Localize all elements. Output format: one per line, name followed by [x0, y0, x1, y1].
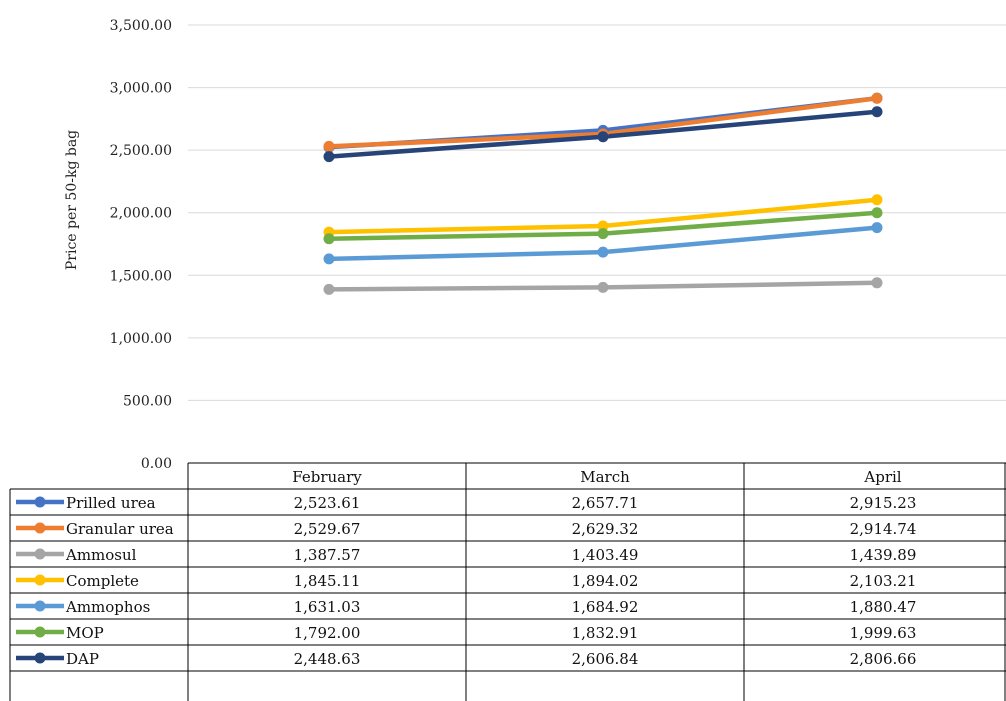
table-cell-value: 2,523.61 [294, 494, 361, 512]
series-name: Ammosul [65, 546, 137, 564]
legend-swatch-marker [34, 574, 46, 586]
y-tick-label: 0.00 [141, 456, 172, 472]
table-cell-value: 2,629.32 [572, 520, 639, 538]
data-point [871, 207, 883, 219]
table-cell-value: 1,880.47 [850, 598, 917, 616]
data-table: February March April Prilled urea 2,523.61 2,… [9, 462, 1006, 701]
x-category-label: March [580, 468, 630, 486]
y-tick-label: 2,000.00 [110, 206, 172, 222]
data-point [597, 281, 609, 293]
data-point [871, 277, 883, 289]
gridlines [188, 24, 1006, 401]
series-name: Prilled urea [66, 494, 156, 512]
y-tick-label: 1,500.00 [110, 268, 172, 284]
table-cell-value: 1,832.91 [572, 624, 639, 642]
table-cell-value: 2,529.67 [294, 520, 361, 538]
data-point [871, 194, 883, 206]
y-tick-label: 500.00 [123, 393, 172, 409]
data-point [597, 220, 609, 232]
x-category-label: February [292, 468, 362, 486]
y-axis-label: Price per 50-kg bag [64, 130, 80, 270]
series-points [323, 92, 883, 295]
legend-swatch-marker [34, 626, 46, 638]
y-axis-ticks: 0.00 500.00 1,000.00 1,500.00 2,000.00 2,500.… [110, 18, 172, 472]
data-point [323, 151, 335, 163]
table-cell-value: 1,684.92 [572, 598, 639, 616]
data-point [871, 106, 883, 118]
table-cell-value: 2,914.74 [850, 520, 917, 538]
legend-swatch-marker [34, 548, 46, 560]
data-point [323, 253, 335, 265]
table-cell-value: 2,606.84 [572, 650, 639, 668]
table-cell-value: 2,806.66 [850, 650, 917, 668]
data-point [323, 283, 335, 295]
table-cell-value: 2,915.23 [850, 494, 917, 512]
data-point [597, 246, 609, 258]
data-point [323, 140, 335, 152]
y-tick-label: 1,000.00 [110, 331, 172, 347]
table-cell-value: 1,845.11 [294, 572, 361, 590]
y-tick-label: 2,500.00 [110, 143, 172, 159]
series-name: Complete [66, 572, 139, 590]
x-category-label: April [863, 468, 901, 486]
data-point [323, 233, 335, 245]
table-cell-value: 2,103.21 [850, 572, 917, 590]
data-point [871, 92, 883, 104]
series-name: Ammophos [65, 598, 150, 616]
table-cell-value: 2,657.71 [572, 494, 639, 512]
data-point [597, 228, 609, 240]
table-cell-value: 1,999.63 [850, 624, 917, 642]
legend-swatch-marker [34, 600, 46, 612]
legend-swatch-marker [34, 522, 46, 534]
table-cell-value: 1,894.02 [572, 572, 639, 590]
data-point [871, 222, 883, 234]
series-name: DAP [66, 650, 99, 668]
table-cell-value: 1,792.00 [294, 624, 361, 642]
table-cell-value: 2,448.63 [294, 650, 361, 668]
table-cell-value: 1,631.03 [294, 598, 361, 616]
table-cell-value: 1,439.89 [850, 546, 917, 564]
data-point [597, 131, 609, 143]
table-cell-value: 1,403.49 [572, 546, 639, 564]
series-name: Granular urea [66, 520, 174, 538]
series-name: MOP [66, 624, 104, 642]
table-cell-value: 1,387.57 [294, 546, 361, 564]
y-tick-label: 3,500.00 [110, 18, 172, 34]
y-tick-label: 3,000.00 [110, 81, 172, 97]
legend-swatch-marker [34, 652, 46, 664]
legend-swatch-marker [34, 496, 46, 508]
